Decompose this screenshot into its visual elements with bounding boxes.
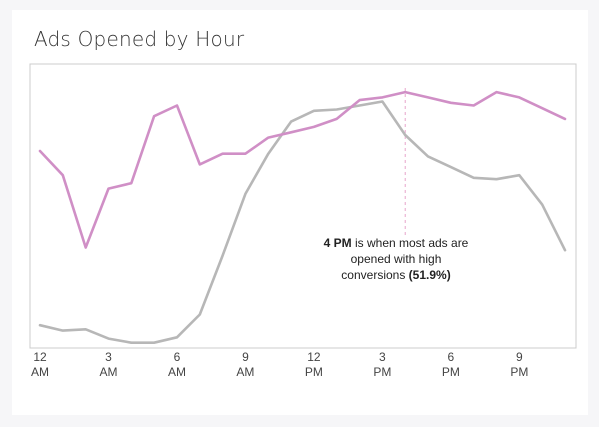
annotation-bold-percent: (51.9%) bbox=[409, 268, 451, 282]
annotation-line-2: opened with high bbox=[351, 252, 442, 266]
x-tick-label-4-line-2: PM bbox=[305, 365, 323, 379]
x-tick-label-5-line-2: PM bbox=[373, 365, 391, 379]
chart-title: Ads Opened by Hour bbox=[34, 27, 245, 51]
x-tick-label-5-line-1: 3 bbox=[379, 350, 386, 364]
annotation-line-1: 4 PM is when most ads are bbox=[324, 236, 469, 250]
x-tick-label-7-line-1: 9 bbox=[516, 350, 523, 364]
series-layer bbox=[38, 90, 567, 345]
annotation-text-3: conversions bbox=[341, 268, 408, 282]
series-line-2 bbox=[38, 100, 567, 345]
x-tick-label-7-line-2: PM bbox=[510, 365, 528, 379]
x-tick-label-3-line-1: 9 bbox=[242, 350, 249, 364]
x-tick-label-1-line-2: AM bbox=[99, 365, 117, 379]
x-tick-label-0-line-1: 12 bbox=[33, 350, 47, 364]
annotation-line-3: conversions (51.9%) bbox=[341, 268, 450, 282]
x-tick-label-1-line-1: 3 bbox=[105, 350, 112, 364]
series-line-1 bbox=[38, 90, 567, 249]
x-tick-label-6-line-1: 6 bbox=[448, 350, 455, 364]
x-tick-label-2-line-2: AM bbox=[168, 365, 186, 379]
annotation-bold-hour: 4 PM bbox=[324, 236, 352, 250]
x-tick-label-3-line-2: AM bbox=[236, 365, 254, 379]
x-tick-label-6-line-2: PM bbox=[442, 365, 460, 379]
x-tick-label-0-line-2: AM bbox=[31, 365, 49, 379]
x-tick-label-2-line-1: 6 bbox=[174, 350, 181, 364]
plot-frame bbox=[29, 63, 577, 349]
x-tick-label-4-line-1: 12 bbox=[307, 350, 321, 364]
annotation-text-1: is when most ads are bbox=[352, 236, 469, 250]
